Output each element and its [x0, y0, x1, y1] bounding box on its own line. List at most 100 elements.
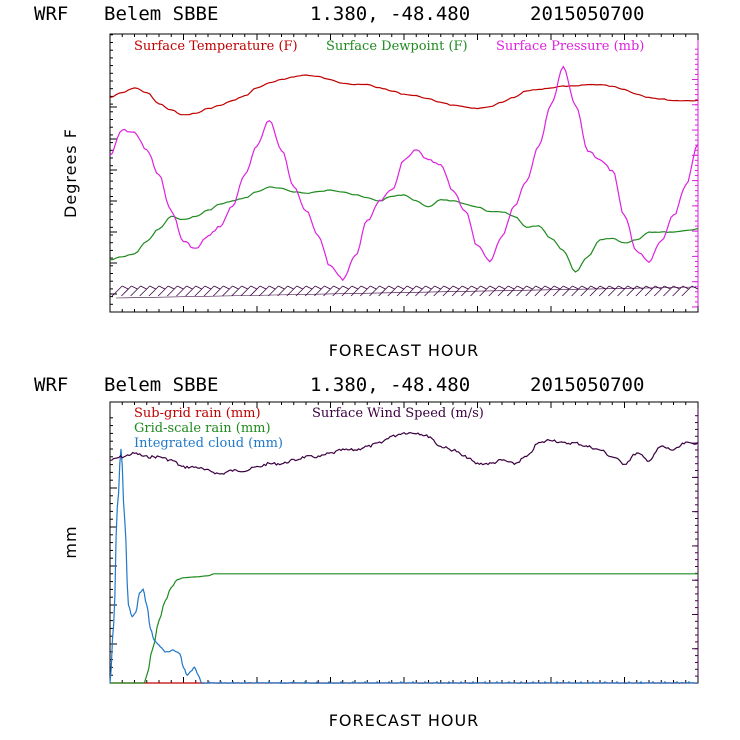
- wind-barb-flag: [416, 285, 423, 290]
- wind-barb: [461, 285, 472, 297]
- wind-barbs-row: [111, 285, 698, 299]
- wind-barb: [157, 285, 169, 297]
- legend-subgrid-rain: Sub-grid rain (mm): [134, 406, 261, 421]
- legend-integrated-cloud: Integrated cloud (mm): [134, 436, 283, 451]
- wind-barb: [525, 285, 536, 297]
- wind-barb-flag: [388, 285, 395, 290]
- wind-barb: [617, 285, 628, 297]
- bottom-x-axis-label: FORECAST HOUR: [329, 711, 480, 730]
- wind-barb-flag: [480, 285, 487, 290]
- wind-barb: [203, 285, 215, 297]
- wind-barb: [194, 285, 206, 297]
- wind-barb: [369, 285, 380, 297]
- wind-barb-flag: [434, 285, 441, 290]
- wind-barb: [286, 285, 298, 297]
- wind-barb: [562, 285, 573, 297]
- wind-barb: [359, 285, 371, 297]
- wind-barb-flag: [406, 285, 414, 290]
- legend-gridscale-rain: Grid-scale rain (mm): [134, 421, 271, 436]
- temperature-line: [109, 74, 699, 116]
- top-header-model: WRF: [34, 3, 68, 25]
- legend-wind-speed: Surface Wind Speed (m/s): [312, 406, 484, 421]
- wind-barb: [424, 285, 435, 297]
- wind-barb: [534, 285, 546, 297]
- wind-barb-flag: [195, 285, 202, 290]
- wind-barb-baseline: [115, 286, 697, 299]
- wind-barb: [258, 285, 270, 297]
- integrated-cloud-line: [109, 448, 699, 684]
- wind-barb: [516, 285, 527, 297]
- wind-barb-flag: [269, 285, 276, 290]
- wind-barb: [543, 285, 555, 297]
- wind-barb-flag: [526, 285, 533, 290]
- wind-barb-flag: [553, 285, 561, 290]
- wind-barb: [451, 285, 463, 297]
- top-header-station: Belem SBBE: [104, 3, 218, 25]
- wind-barb-flag: [223, 285, 230, 290]
- wind-barb: [249, 285, 261, 297]
- bottom-y-axis-label: mm: [61, 525, 80, 558]
- wind-barb: [332, 285, 343, 297]
- top-header-init: 2015050700: [530, 3, 644, 25]
- wind-barb-flag: [461, 285, 469, 290]
- dewpoint-line: [109, 186, 699, 273]
- wind-barb-flag: [186, 285, 193, 290]
- wind-barb-flag: [563, 285, 570, 290]
- wind-barb-flag: [682, 285, 689, 290]
- wind-barb-flag: [636, 285, 643, 290]
- wind-barb-flag: [443, 285, 450, 290]
- wind-barb-flag: [425, 285, 432, 290]
- wind-barb-flag: [204, 285, 212, 290]
- wind-barb-flag: [342, 285, 349, 290]
- wind-barb: [277, 285, 288, 297]
- wind-barb-flag: [149, 285, 156, 290]
- top-header-coords: 1.380, -48.480: [310, 3, 470, 25]
- wind-barb-flag: [507, 285, 515, 290]
- wind-barb: [111, 285, 123, 297]
- wind-barb: [552, 285, 564, 297]
- wind-barb-flag: [177, 285, 184, 290]
- wind-barb: [323, 285, 334, 297]
- wind-barb: [405, 285, 417, 297]
- wind-barb: [681, 285, 693, 297]
- wind-barb: [148, 285, 160, 297]
- wind-barb: [139, 285, 151, 297]
- wind-barb: [506, 285, 518, 297]
- wind-barb-flag: [305, 285, 313, 290]
- wind-barb-flag: [158, 285, 166, 290]
- wind-barb: [644, 285, 656, 297]
- wind-barb-flag: [452, 285, 460, 290]
- bottom-header-coords: 1.380, -48.480: [310, 374, 470, 396]
- wind-barb: [433, 285, 445, 297]
- wind-barb-flag: [122, 285, 129, 290]
- bottom-header-model: WRF: [34, 374, 68, 396]
- wind-barb: [415, 285, 426, 297]
- wind-barb: [571, 285, 582, 297]
- top-axis-ticks: [109, 34, 699, 313]
- wind-barb: [130, 285, 141, 297]
- bottom-series-lines: [109, 431, 699, 684]
- wind-barb-flag: [590, 285, 597, 290]
- wind-barb: [672, 285, 683, 297]
- wind-barb: [635, 285, 647, 297]
- wind-barb-flag: [296, 285, 303, 290]
- wind-barb-flag: [131, 285, 138, 290]
- bottom-panel: WRF Belem SBBE 1.380, -48.480 2015050700…: [34, 374, 699, 730]
- wind-barb-flag: [379, 285, 386, 290]
- wind-barb-flag: [581, 285, 588, 290]
- wind-barb: [167, 285, 178, 297]
- wind-barb-flag: [278, 285, 285, 290]
- wind-barb-flag: [140, 285, 147, 290]
- legend-pressure: Surface Pressure (mb): [496, 39, 644, 54]
- wind-barb: [231, 285, 242, 297]
- wind-barb: [240, 285, 252, 297]
- wind-barb: [341, 285, 353, 297]
- top-x-axis-label: FORECAST HOUR: [329, 341, 480, 360]
- wind-barb-flag: [572, 285, 579, 290]
- wind-barb: [121, 285, 132, 297]
- wind-barb-flag: [691, 285, 698, 290]
- wind-barb: [598, 285, 610, 297]
- wind-barb-flag: [287, 285, 294, 290]
- wind-barb: [396, 285, 408, 297]
- wind-barb-flag: [232, 285, 239, 290]
